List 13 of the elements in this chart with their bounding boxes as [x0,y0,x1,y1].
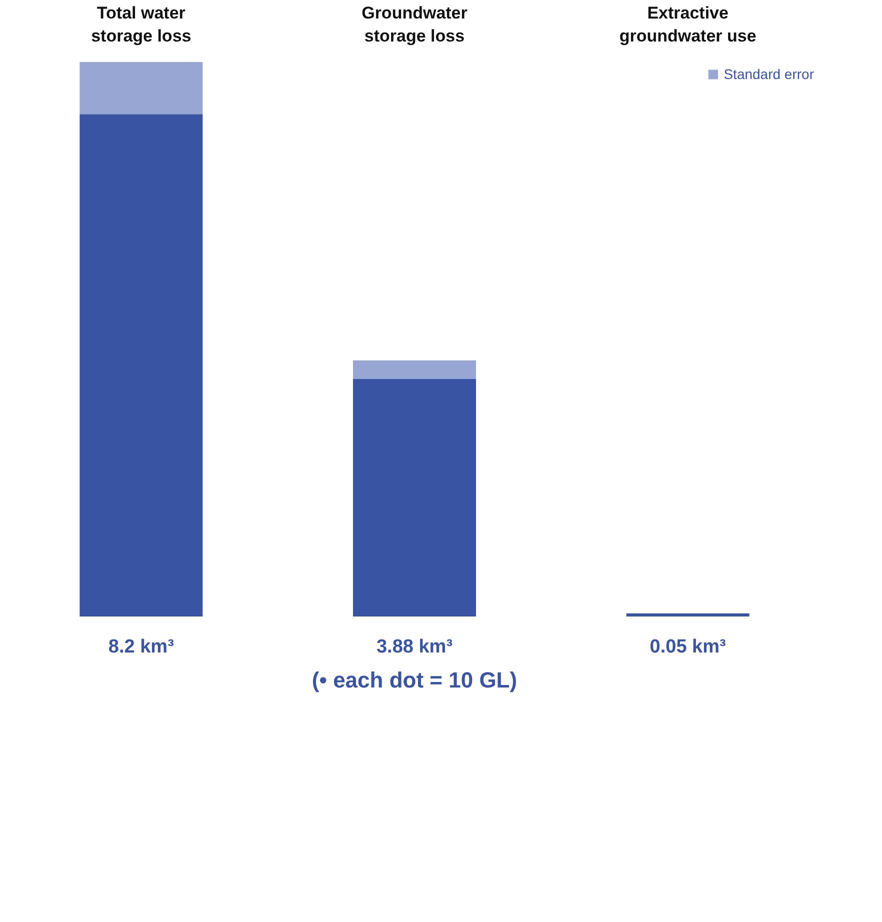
x-tick-label: Groundwater storage loss [362,4,468,46]
text: (• each dot = 10 GL) [312,668,518,692]
data-label: 8.2 km³ [108,636,174,658]
data-label: 0.05 km³ [650,636,726,658]
x-tick-label: Total water storage loss [91,4,192,46]
data-label: 3.88 km³ [376,636,453,658]
bar [626,613,750,616]
bar [353,378,476,616]
bar [353,360,476,379]
x-tick-label: Extractive groundwater use [619,4,756,46]
bar [80,62,203,114]
legend-label: Standard error [724,66,814,82]
bar [80,114,203,616]
